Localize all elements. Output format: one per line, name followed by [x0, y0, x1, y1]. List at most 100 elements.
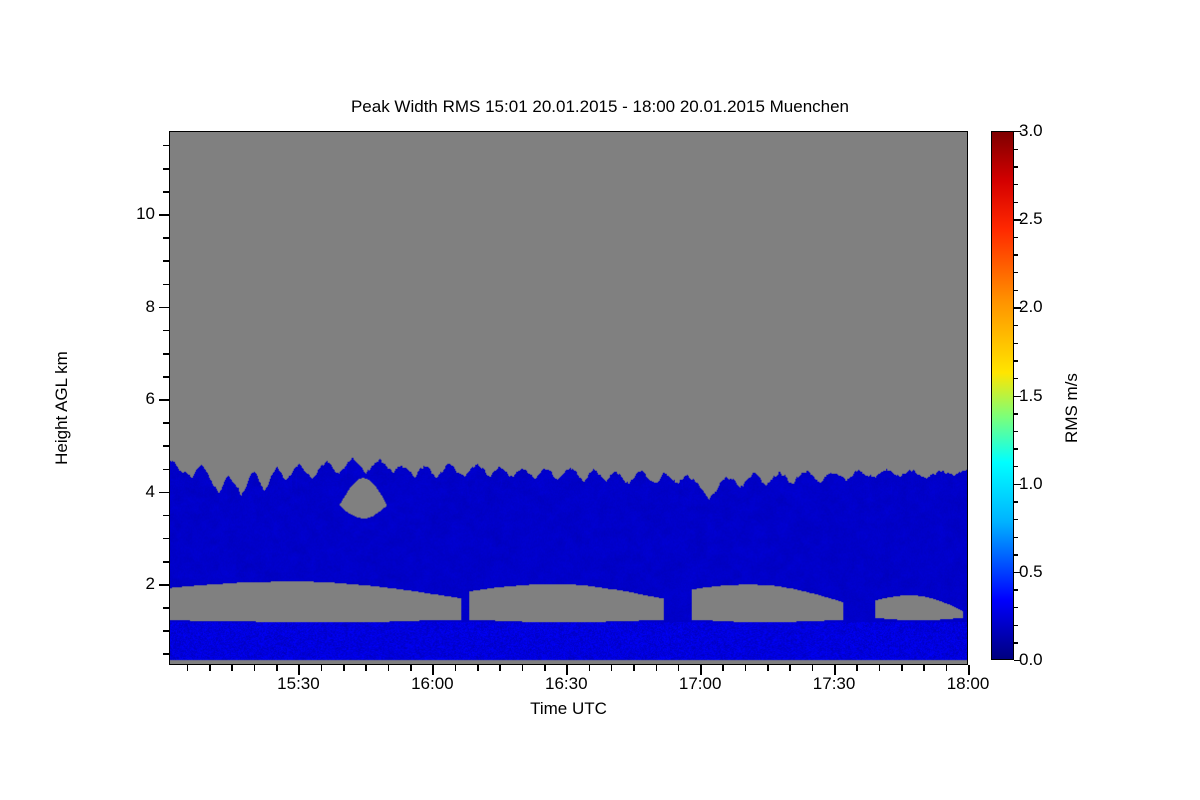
- x-axis-major-tick: [566, 665, 568, 675]
- y-axis-minor-tick: [163, 167, 169, 170]
- colorbar-minor-tick: [1014, 183, 1018, 186]
- x-axis-minor-tick: [901, 665, 903, 671]
- y-axis-minor-tick: [163, 283, 169, 286]
- x-axis-minor-tick: [454, 665, 457, 671]
- y-axis-major-tick: [159, 491, 169, 494]
- y-axis-minor-tick: [163, 352, 169, 355]
- x-axis-minor-tick: [722, 665, 725, 671]
- colorbar-major-tick: [1014, 571, 1021, 574]
- x-axis-minor-tick: [320, 665, 323, 671]
- x-axis-minor-tick: [610, 665, 613, 671]
- y-axis-minor-tick: [163, 237, 169, 239]
- y-axis-minor-tick: [163, 560, 169, 563]
- x-axis-tick-label: 15:30: [277, 674, 320, 693]
- colorbar-major-tick: [1014, 131, 1021, 133]
- x-axis-tick-label: 16:30: [544, 674, 588, 693]
- colorbar-minor-tick: [1014, 448, 1018, 450]
- y-axis-tick-label: 2: [145, 574, 155, 594]
- x-axis-major-tick: [834, 665, 836, 675]
- x-axis-minor-tick: [231, 665, 234, 671]
- colorbar: [991, 131, 1014, 660]
- x-axis-major-tick: [968, 665, 970, 675]
- x-axis-label: Time UTC: [530, 699, 607, 718]
- colorbar-tick-label: 0.0: [1019, 650, 1043, 669]
- y-axis-minor-tick: [163, 630, 169, 632]
- colorbar-minor-tick: [1014, 589, 1018, 591]
- colorbar-minor-tick: [1014, 166, 1018, 168]
- x-axis-minor-tick: [655, 665, 658, 671]
- y-axis-tick-label: 8: [145, 296, 155, 316]
- colorbar-tick-label: 2.0: [1019, 297, 1043, 317]
- colorbar-minor-tick: [1014, 518, 1018, 521]
- colorbar-major-tick: [1014, 395, 1021, 397]
- y-axis-label: Height AGL km: [52, 351, 71, 465]
- x-axis-major-tick: [700, 665, 702, 675]
- y-axis-minor-tick: [163, 144, 169, 147]
- x-axis-minor-tick: [253, 665, 256, 671]
- x-axis-minor-tick: [365, 665, 367, 671]
- x-axis-minor-tick: [633, 665, 635, 671]
- y-axis-minor-tick: [163, 537, 169, 540]
- colorbar-tick-label: 1.0: [1019, 473, 1043, 493]
- y-axis-tick-label: 6: [145, 389, 155, 409]
- y-axis-major-tick: [159, 214, 169, 216]
- x-axis-minor-tick: [856, 665, 858, 671]
- heatmap-plot-area: [169, 131, 968, 665]
- colorbar-tick-label: 3.0: [1019, 121, 1043, 140]
- x-axis-minor-tick: [521, 665, 524, 671]
- colorbar-major-tick: [1014, 483, 1021, 486]
- y-axis-major-tick: [159, 399, 169, 401]
- colorbar-tick-label: 2.5: [1019, 209, 1043, 229]
- x-axis-minor-tick: [744, 665, 747, 671]
- x-axis-minor-tick: [588, 665, 591, 671]
- colorbar-minor-tick: [1014, 201, 1018, 203]
- y-axis-minor-tick: [163, 468, 169, 471]
- x-axis-minor-tick: [767, 665, 769, 671]
- y-axis-major-tick: [159, 306, 169, 309]
- x-axis-minor-tick: [945, 665, 948, 671]
- x-axis-minor-tick: [343, 665, 345, 671]
- colorbar-minor-tick: [1014, 413, 1018, 415]
- colorbar-minor-tick: [1014, 324, 1018, 327]
- y-axis-minor-tick: [163, 422, 169, 424]
- colorbar-minor-tick: [1014, 624, 1018, 627]
- x-axis-minor-tick: [410, 665, 412, 671]
- colorbar-tick-label: 1.5: [1019, 385, 1043, 405]
- colorbar-minor-tick: [1014, 501, 1018, 503]
- x-axis-tick-label: 16:00: [411, 674, 454, 693]
- colorbar-minor-tick: [1014, 466, 1018, 468]
- colorbar-minor-tick: [1014, 342, 1018, 344]
- colorbar-minor-tick: [1014, 430, 1018, 433]
- x-axis-major-tick: [298, 665, 301, 675]
- y-axis-minor-tick: [163, 445, 169, 447]
- y-axis-minor-tick: [163, 376, 169, 378]
- colorbar-minor-tick: [1014, 642, 1018, 644]
- y-axis-minor-tick: [163, 653, 169, 656]
- y-axis-minor-tick: [163, 191, 169, 193]
- colorbar-minor-tick: [1014, 536, 1018, 538]
- x-axis-tick-label: 17:30: [812, 674, 856, 693]
- y-axis-minor-tick: [163, 514, 169, 517]
- y-axis-tick-label: 4: [145, 481, 155, 501]
- x-axis-minor-tick: [499, 665, 501, 671]
- x-axis-minor-tick: [186, 665, 189, 671]
- colorbar-minor-tick: [1014, 360, 1018, 362]
- x-axis-minor-tick: [387, 665, 390, 671]
- colorbar-minor-tick: [1014, 289, 1018, 292]
- x-axis-tick-label: 18:00: [946, 674, 990, 693]
- x-axis-minor-tick: [476, 665, 479, 671]
- colorbar-tick-label: 0.5: [1019, 561, 1043, 581]
- colorbar-minor-tick: [1014, 148, 1018, 151]
- colorbar-minor-tick: [1014, 607, 1018, 609]
- colorbar-label: RMS m/s: [1062, 373, 1081, 443]
- colorbar-minor-tick: [1014, 377, 1018, 380]
- y-axis-minor-tick: [163, 607, 169, 609]
- y-axis-tick-label: 10: [136, 204, 155, 224]
- colorbar-minor-tick: [1014, 254, 1018, 256]
- colorbar-gradient: [992, 132, 1013, 659]
- colorbar-major-tick: [1014, 219, 1021, 221]
- x-axis-minor-tick: [789, 665, 792, 671]
- chart-title: Peak Width RMS 15:01 20.01.2015 - 18:00 …: [350, 97, 850, 116]
- y-axis-major-tick: [159, 584, 169, 586]
